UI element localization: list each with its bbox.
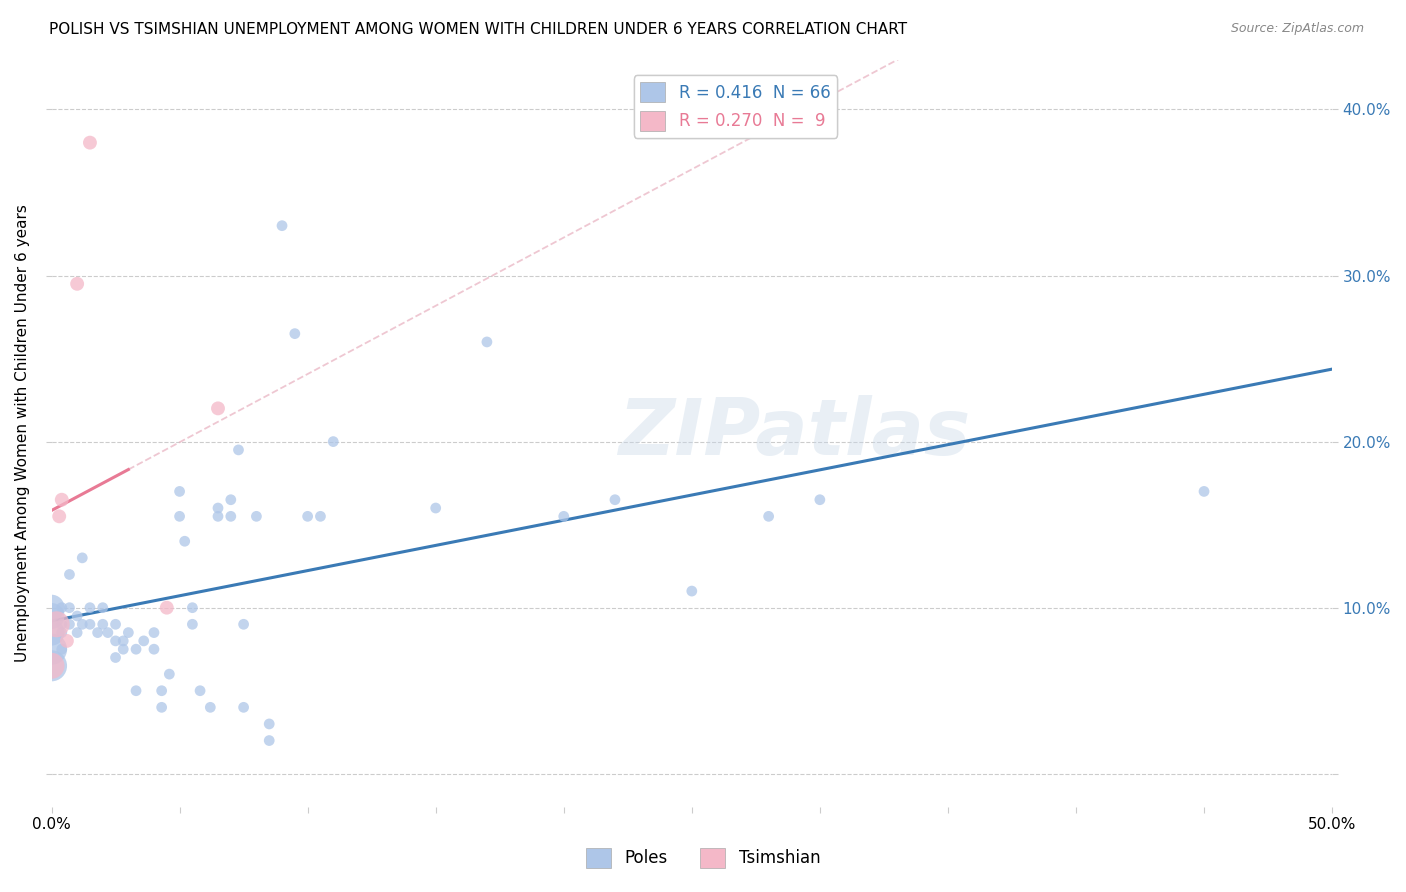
Point — [758, 509, 780, 524]
Point — [51, 492, 73, 507]
Point — [181, 600, 204, 615]
Point — [125, 642, 148, 657]
Point — [41, 600, 63, 615]
Y-axis label: Unemployment Among Women with Children Under 6 years: Unemployment Among Women with Children U… — [15, 204, 30, 662]
Point — [257, 717, 280, 731]
Point — [91, 600, 114, 615]
Point — [79, 136, 101, 150]
Point — [245, 509, 267, 524]
Text: POLISH VS TSIMSHIAN UNEMPLOYMENT AMONG WOMEN WITH CHILDREN UNDER 6 YEARS CORRELA: POLISH VS TSIMSHIAN UNEMPLOYMENT AMONG W… — [49, 22, 907, 37]
Point — [66, 625, 89, 640]
Legend: R = 0.416  N = 66, R = 0.270  N =  9: R = 0.416 N = 66, R = 0.270 N = 9 — [634, 76, 837, 137]
Point — [200, 700, 222, 714]
Point — [188, 683, 211, 698]
Point — [132, 633, 155, 648]
Point — [603, 492, 626, 507]
Point — [157, 667, 180, 681]
Point — [91, 617, 114, 632]
Point — [150, 700, 173, 714]
Point — [41, 625, 63, 640]
Point — [112, 642, 135, 657]
Point — [104, 633, 127, 648]
Point — [58, 567, 80, 582]
Point — [56, 633, 79, 648]
Point — [51, 642, 73, 657]
Point — [66, 277, 89, 291]
Point — [219, 492, 242, 507]
Point — [322, 434, 344, 449]
Point — [48, 509, 70, 524]
Point — [58, 600, 80, 615]
Point — [169, 509, 191, 524]
Point — [41, 658, 63, 673]
Point — [79, 600, 101, 615]
Point — [257, 733, 280, 747]
Point — [207, 509, 229, 524]
Point — [425, 501, 447, 516]
Point — [284, 326, 307, 341]
Point — [297, 509, 319, 524]
Text: ZIPatlas: ZIPatlas — [619, 395, 970, 471]
Point — [45, 617, 67, 632]
Point — [1192, 484, 1215, 499]
Point — [117, 625, 139, 640]
Point — [51, 625, 73, 640]
Point — [72, 617, 94, 632]
Point — [207, 401, 229, 416]
Point — [808, 492, 831, 507]
Point — [112, 633, 135, 648]
Point — [143, 625, 166, 640]
Point — [104, 650, 127, 665]
Point — [228, 442, 250, 457]
Point — [51, 600, 73, 615]
Point — [51, 617, 73, 632]
Point — [173, 534, 195, 549]
Point — [143, 642, 166, 657]
Point — [156, 600, 179, 615]
Point — [271, 219, 294, 233]
Point — [232, 700, 254, 714]
Point — [72, 550, 94, 565]
Point — [125, 683, 148, 698]
Point — [232, 617, 254, 632]
Point — [309, 509, 332, 524]
Point — [58, 617, 80, 632]
Point — [104, 617, 127, 632]
Point — [41, 609, 63, 624]
Point — [86, 625, 108, 640]
Point — [207, 501, 229, 516]
Point — [41, 642, 63, 657]
Text: Source: ZipAtlas.com: Source: ZipAtlas.com — [1230, 22, 1364, 36]
Point — [475, 334, 498, 349]
Point — [553, 509, 575, 524]
Legend: Poles, Tsimshian: Poles, Tsimshian — [579, 841, 827, 875]
Point — [150, 683, 173, 698]
Point — [219, 509, 242, 524]
Point — [66, 609, 89, 624]
Point — [97, 625, 120, 640]
Point — [79, 617, 101, 632]
Point — [169, 484, 191, 499]
Point — [181, 617, 204, 632]
Point — [41, 658, 63, 673]
Point — [681, 584, 703, 599]
